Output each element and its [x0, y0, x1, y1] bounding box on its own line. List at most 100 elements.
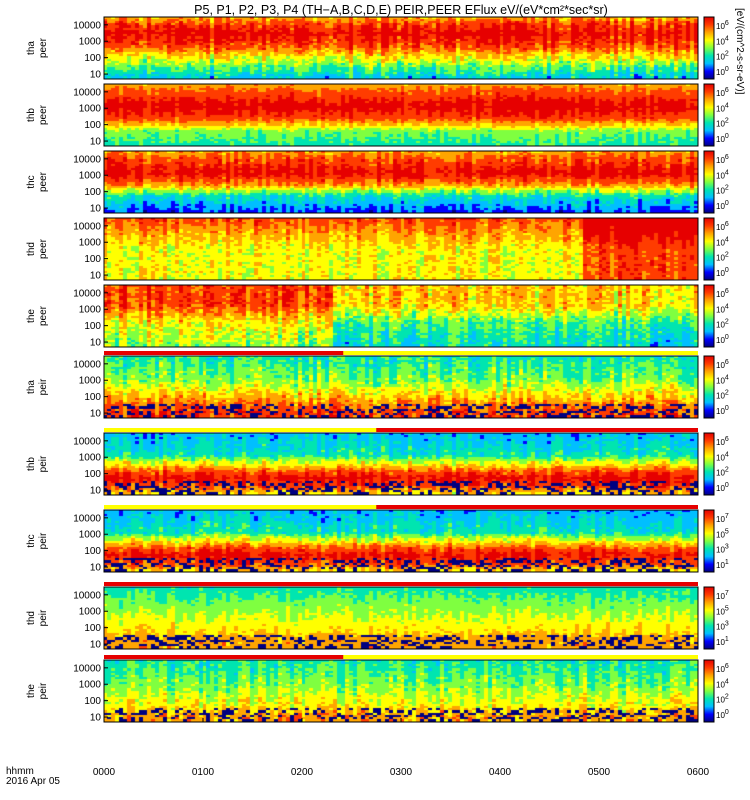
time-tick-label: 0000: [92, 767, 116, 778]
panel-thd-peir: 10 100 1000 10000 thd peir 107 105 103 101: [26, 582, 729, 651]
y-tick-label: 100: [84, 696, 101, 707]
mode-bar-fast: [376, 505, 698, 509]
colorbar-tick-label: 104: [716, 35, 729, 46]
mode-bar-fast: [104, 655, 344, 659]
y-tick-label: 10000: [73, 590, 101, 601]
y-tick-label: 1000: [79, 376, 102, 387]
colorbar-tick-label: 102: [716, 118, 729, 129]
panel-instrument-label: peer: [38, 104, 49, 125]
panel-instrument-label: peir: [38, 532, 49, 549]
colorbar-tick-label: 102: [716, 390, 729, 401]
y-tick-label: 10: [90, 137, 102, 148]
y-tick-label: 100: [84, 623, 101, 634]
panel-thc-peer: 10 100 1000 10000 thc peer 106 104 102 100: [26, 150, 729, 215]
colorbar-tick-label: 106: [716, 221, 729, 232]
y-tick-label: 10000: [73, 154, 101, 165]
colorbar: [703, 355, 715, 419]
colorbar: [703, 150, 715, 214]
panel-tha-peir: 10 100 1000 10000 tha peir 106 104 102 100: [26, 351, 729, 420]
time-axis-row: hhmm 2016 Apr 05 0000 0100 0200 0300 0400 050…: [0, 767, 750, 797]
colorbar-tick-label: 106: [716, 288, 729, 299]
panel-frame: [103, 355, 699, 419]
y-tick-label: 10: [90, 640, 102, 651]
y-tick-label: 10: [90, 563, 102, 574]
plot-title: P5, P1, P2, P3, P4 (TH−A,B,C,D,E) PEIR,P…: [194, 3, 608, 17]
y-tick-label: 10000: [73, 359, 101, 370]
panel-frame: [103, 509, 699, 573]
y-tick-label: 10000: [73, 436, 101, 447]
time-tick-label: 0600: [686, 767, 710, 778]
spectrogram-image: [104, 660, 698, 722]
y-tick-label: 1000: [79, 453, 102, 464]
colorbar-tick-label: 102: [716, 51, 729, 62]
y-tick-label: 1000: [79, 305, 102, 316]
time-tick-label: 0400: [488, 767, 512, 778]
mode-bar-fast: [104, 582, 698, 586]
colorbar-tick-label: 102: [716, 467, 729, 478]
y-tick-label: 100: [84, 469, 101, 480]
spectrogram-image: [104, 433, 698, 495]
colorbar-tick-label: 103: [716, 621, 729, 632]
y-tick-label: 10000: [73, 663, 101, 674]
colorbar-tick-label: 106: [716, 20, 729, 31]
colorbar-tick-label: 104: [716, 451, 729, 462]
colorbar-tick-label: 106: [716, 359, 729, 370]
panel-thd-peer: 10 100 1000 10000 thd peer 106 104 102 100: [26, 217, 729, 282]
colorbar-tick-label: 106: [716, 154, 729, 165]
panel-the-peir: 10 100 1000 10000 the peir 106 104 102 100: [26, 655, 729, 724]
colorbar-tick-label: 104: [716, 102, 729, 113]
y-tick-label: 10: [90, 486, 102, 497]
colorbar-tick-label: 102: [716, 694, 729, 705]
y-tick-label: 1000: [79, 530, 102, 541]
y-tick-label: 1000: [79, 104, 102, 115]
colorbar-tick-label: 106: [716, 436, 729, 447]
y-tick-label: 100: [84, 53, 101, 64]
colorbar: [703, 432, 715, 496]
colorbar: [703, 16, 715, 80]
colorbar-tick-label: 104: [716, 236, 729, 247]
y-tick-label: 100: [84, 254, 101, 265]
panel-frame: [103, 586, 699, 650]
y-tick-label: 100: [84, 546, 101, 557]
colorbar-tick-label: 101: [716, 636, 729, 647]
panel-probe-label: thc: [26, 534, 37, 547]
spectrogram-image: [104, 510, 698, 572]
colorbar-tick-label: 103: [716, 544, 729, 555]
y-tick-label: 10: [90, 338, 102, 349]
panel-instrument-label: peir: [38, 455, 49, 472]
y-tick-label: 1000: [79, 680, 102, 691]
colorbar: [703, 586, 715, 650]
colorbar-tick-label: 107: [716, 590, 729, 601]
spectrogram-image: [104, 587, 698, 649]
panel-probe-label: thb: [26, 457, 37, 471]
y-tick-label: 100: [84, 120, 101, 131]
colorbar-tick-label: 100: [716, 405, 729, 416]
colorbar-tick-label: 100: [716, 334, 729, 345]
time-tick-label: 0300: [389, 767, 413, 778]
panel-probe-label: the: [26, 684, 37, 698]
panel-probe-label: tha: [26, 41, 37, 55]
colorbar-tick-label: 106: [716, 87, 729, 98]
panel-instrument-label: peir: [38, 378, 49, 395]
colorbar: [703, 83, 715, 147]
spectrogram-image: [104, 17, 698, 79]
colorbar: [703, 659, 715, 723]
panel-frame: [103, 284, 699, 348]
y-tick-label: 10000: [73, 221, 101, 232]
panel-tha-peer: 10 100 1000 10000 tha peer 106 104 102 100: [26, 16, 729, 81]
y-tick-label: 10: [90, 409, 102, 420]
spectrogram-image: [104, 84, 698, 146]
panel-frame: [103, 83, 699, 147]
colorbar-tick-label: 104: [716, 303, 729, 314]
panel-instrument-label: peir: [38, 682, 49, 699]
y-tick-label: 10000: [73, 20, 101, 31]
y-tick-label: 10: [90, 70, 102, 81]
panel-probe-label: thc: [26, 175, 37, 188]
mode-bar-fast: [376, 428, 698, 432]
panel-instrument-label: peer: [38, 37, 49, 58]
colorbar-tick-label: 102: [716, 319, 729, 330]
colorbar-tick-label: 100: [716, 267, 729, 278]
time-axis-date: 2016 Apr 05: [6, 776, 60, 787]
